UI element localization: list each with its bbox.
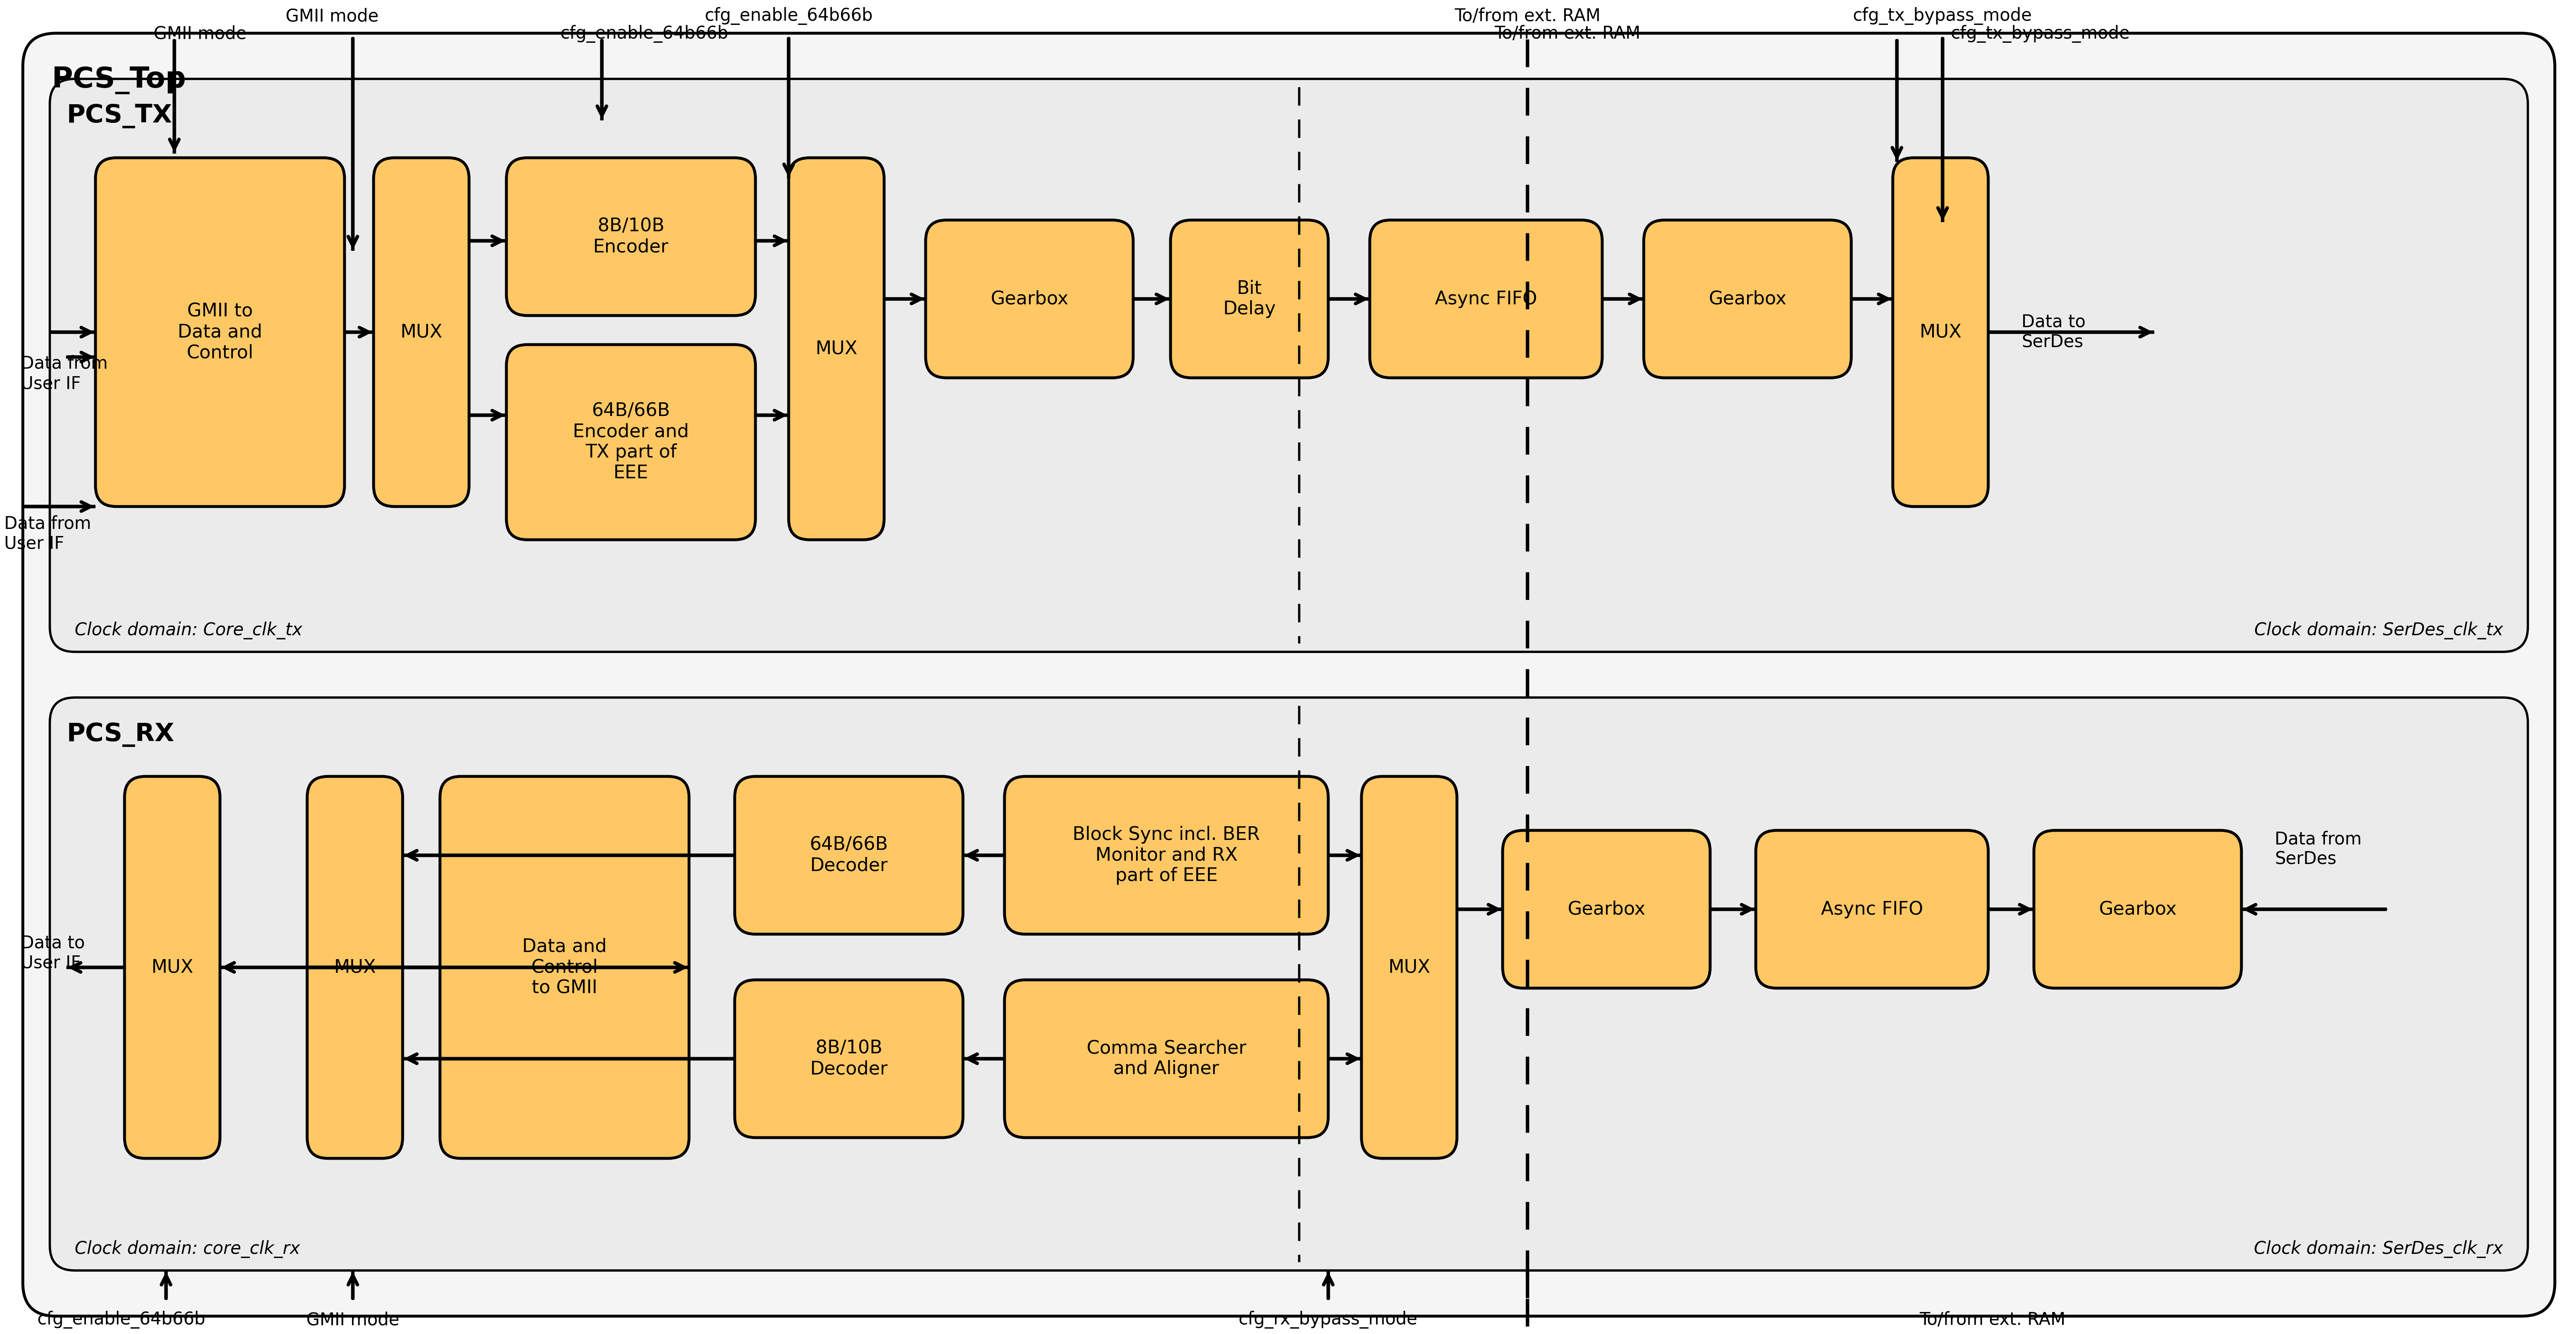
FancyBboxPatch shape — [49, 698, 2527, 1270]
FancyBboxPatch shape — [734, 776, 963, 934]
FancyBboxPatch shape — [925, 220, 1133, 378]
FancyBboxPatch shape — [2035, 830, 2241, 988]
Text: 64B/66B
Encoder and
TX part of
EEE: 64B/66B Encoder and TX part of EEE — [572, 403, 688, 482]
FancyBboxPatch shape — [124, 776, 219, 1158]
Text: To/from ext. RAM: To/from ext. RAM — [1494, 25, 1641, 43]
FancyBboxPatch shape — [734, 980, 963, 1138]
FancyBboxPatch shape — [440, 776, 688, 1158]
Text: Clock domain: SerDes_clk_tx: Clock domain: SerDes_clk_tx — [2254, 622, 2504, 639]
Text: PCS_TX: PCS_TX — [67, 104, 173, 128]
Text: Gearbox: Gearbox — [1566, 900, 1646, 918]
Text: GMII mode: GMII mode — [286, 8, 379, 25]
FancyBboxPatch shape — [23, 33, 2555, 1317]
Text: 64B/66B
Decoder: 64B/66B Decoder — [809, 836, 889, 875]
Text: Data from
SerDes: Data from SerDes — [2275, 830, 2362, 868]
Text: To/from ext. RAM: To/from ext. RAM — [1919, 1311, 2066, 1329]
Text: Bit
Delay: Bit Delay — [1224, 280, 1275, 319]
Text: MUX: MUX — [399, 323, 443, 342]
Text: cfg_tx_bypass_mode: cfg_tx_bypass_mode — [1852, 7, 2032, 25]
FancyBboxPatch shape — [1005, 980, 1329, 1138]
Text: Async FIFO: Async FIFO — [1435, 289, 1538, 308]
FancyBboxPatch shape — [1502, 830, 1710, 988]
Text: GMII to
Data and
Control: GMII to Data and Control — [178, 303, 263, 362]
Text: Clock domain: core_clk_rx: Clock domain: core_clk_rx — [75, 1241, 299, 1258]
Text: Clock domain: Core_clk_tx: Clock domain: Core_clk_tx — [75, 622, 301, 639]
FancyBboxPatch shape — [1370, 220, 1602, 378]
Text: Data and
Control
to GMII: Data and Control to GMII — [523, 938, 608, 996]
Text: MUX: MUX — [335, 958, 376, 976]
FancyBboxPatch shape — [1643, 220, 1852, 378]
Text: 8B/10B
Decoder: 8B/10B Decoder — [809, 1039, 889, 1078]
Text: GMII mode: GMII mode — [307, 1311, 399, 1329]
Text: Data from
User IF: Data from User IF — [5, 515, 90, 552]
Text: MUX: MUX — [1388, 958, 1430, 976]
Text: Comma Searcher
and Aligner: Comma Searcher and Aligner — [1087, 1039, 1247, 1078]
FancyBboxPatch shape — [1893, 157, 1989, 507]
FancyBboxPatch shape — [1170, 220, 1329, 378]
FancyBboxPatch shape — [307, 776, 402, 1158]
FancyBboxPatch shape — [49, 79, 2527, 652]
Text: Clock domain: SerDes_clk_rx: Clock domain: SerDes_clk_rx — [2254, 1241, 2504, 1258]
FancyBboxPatch shape — [788, 157, 884, 540]
Text: MUX: MUX — [817, 340, 858, 358]
FancyBboxPatch shape — [1005, 776, 1329, 934]
FancyBboxPatch shape — [95, 157, 345, 507]
Text: cfg_rx_bypass_mode: cfg_rx_bypass_mode — [1239, 1311, 1417, 1329]
Text: cfg_enable_64b66b: cfg_enable_64b66b — [39, 1311, 206, 1329]
FancyBboxPatch shape — [374, 157, 469, 507]
Text: GMII mode: GMII mode — [155, 25, 247, 43]
Text: Data to
User IF: Data to User IF — [21, 934, 85, 971]
Text: Data from
User IF: Data from User IF — [21, 355, 108, 392]
FancyBboxPatch shape — [507, 344, 755, 540]
Text: MUX: MUX — [1919, 323, 1960, 342]
FancyBboxPatch shape — [1363, 776, 1458, 1158]
Text: 8B/10B
Encoder: 8B/10B Encoder — [592, 217, 670, 256]
Text: PCS_Top: PCS_Top — [52, 67, 185, 95]
Text: Async FIFO: Async FIFO — [1821, 900, 1924, 918]
FancyBboxPatch shape — [507, 157, 755, 316]
Text: To/from ext. RAM: To/from ext. RAM — [1455, 8, 1600, 25]
Text: cfg_tx_bypass_mode: cfg_tx_bypass_mode — [1950, 25, 2130, 43]
Text: Data to
SerDes: Data to SerDes — [2022, 313, 2087, 351]
Text: Gearbox: Gearbox — [2099, 900, 2177, 918]
Text: Gearbox: Gearbox — [989, 289, 1069, 308]
Text: cfg_enable_64b66b: cfg_enable_64b66b — [703, 7, 873, 25]
Text: MUX: MUX — [152, 958, 193, 976]
Text: PCS_RX: PCS_RX — [67, 723, 175, 747]
Text: cfg_enable_64b66b: cfg_enable_64b66b — [562, 25, 729, 43]
FancyBboxPatch shape — [1757, 830, 1989, 988]
Text: Block Sync incl. BER
Monitor and RX
part of EEE: Block Sync incl. BER Monitor and RX part… — [1072, 826, 1260, 884]
Text: Gearbox: Gearbox — [1708, 289, 1788, 308]
